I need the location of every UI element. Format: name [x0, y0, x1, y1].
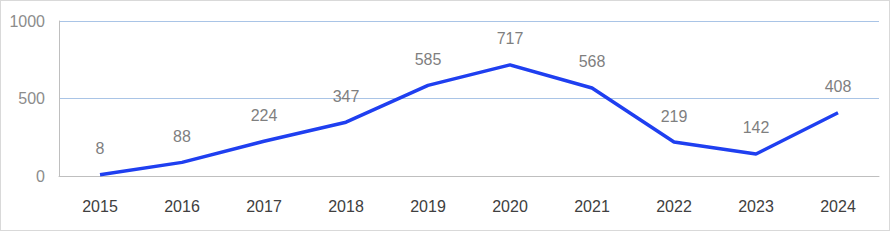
svg-text:2017: 2017	[246, 198, 282, 215]
svg-text:568: 568	[579, 53, 606, 70]
svg-text:224: 224	[251, 107, 278, 124]
svg-text:2015: 2015	[82, 198, 118, 215]
svg-text:2018: 2018	[328, 198, 364, 215]
svg-text:408: 408	[825, 78, 852, 95]
svg-text:347: 347	[333, 88, 360, 105]
svg-text:585: 585	[415, 51, 442, 68]
svg-text:2020: 2020	[492, 198, 528, 215]
svg-text:500: 500	[18, 90, 45, 107]
svg-text:2019: 2019	[410, 198, 446, 215]
svg-text:1000: 1000	[9, 13, 45, 30]
svg-text:717: 717	[497, 30, 524, 47]
svg-text:2016: 2016	[164, 198, 200, 215]
svg-text:2023: 2023	[738, 198, 774, 215]
svg-text:0: 0	[36, 168, 45, 185]
svg-text:88: 88	[173, 128, 191, 145]
svg-text:2022: 2022	[656, 198, 692, 215]
svg-text:2024: 2024	[820, 198, 856, 215]
svg-text:2021: 2021	[574, 198, 610, 215]
svg-text:142: 142	[743, 119, 770, 136]
svg-text:219: 219	[661, 108, 688, 125]
svg-text:8: 8	[96, 140, 105, 157]
